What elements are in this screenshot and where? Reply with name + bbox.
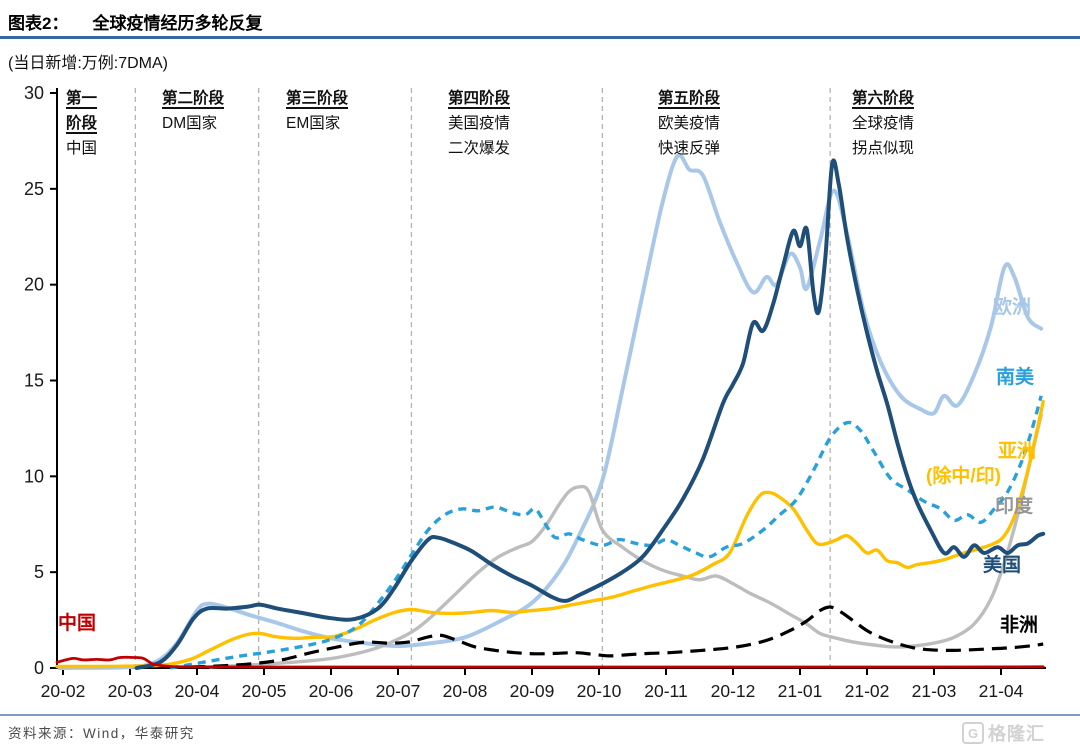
series-line-china	[55, 655, 1045, 669]
x-axis-tick-label: 20-11	[644, 681, 687, 701]
x-axis-tick-label: 20-02	[41, 681, 86, 701]
series-line-us	[134, 158, 1046, 670]
y-axis-tick-label: 30	[24, 83, 44, 103]
stage-description: 全球疫情	[852, 115, 915, 132]
x-axis-tick-label: 21-03	[912, 681, 957, 701]
series-line-europe	[57, 153, 1044, 670]
y-axis-tick-label: 20	[24, 275, 44, 295]
stage-label: 第一 阶段 中国	[66, 86, 97, 161]
stage-description: 美国疫情	[448, 115, 511, 132]
x-axis-tick-label: 20-04	[175, 681, 220, 701]
series-line-africa	[190, 605, 1044, 669]
figure-title: 全球疫情经历多轮反复	[92, 14, 263, 33]
stage-description: DM国家	[162, 115, 218, 132]
header-divider	[0, 36, 1080, 39]
figure-tag: 图表2：	[8, 14, 69, 33]
y-axis-tick-label: 25	[24, 179, 44, 199]
series-label-asia2: (除中/印)	[926, 466, 1001, 487]
series-label-china: 中国	[58, 613, 97, 634]
series-label-asia: 亚洲	[998, 441, 1037, 462]
gelonghui-logo: G 格隆汇	[962, 720, 1045, 746]
stage-title: 第六阶段	[852, 90, 915, 107]
x-axis-tick-label: 20-12	[711, 681, 756, 701]
stage-title: 第四阶段	[448, 90, 511, 107]
footer-divider	[0, 714, 1080, 716]
series-label-samerica: 南美	[996, 367, 1035, 388]
x-axis-tick-label: 21-01	[778, 681, 823, 701]
y-axis-tick-label: 10	[24, 466, 44, 486]
series-line-samerica	[169, 395, 1043, 670]
stage-description: 中国	[66, 140, 98, 157]
stage-title: 第一	[66, 90, 98, 107]
stage-description: 拐点似现	[852, 140, 915, 157]
stage-title: 第二阶段	[162, 90, 225, 107]
stage-description: 二次爆发	[448, 140, 511, 157]
series-label-europe: 欧洲	[993, 297, 1032, 318]
x-axis-tick-label: 20-06	[309, 681, 354, 701]
stage-description: 快速反弹	[658, 140, 721, 157]
x-axis-tick-label: 20-08	[443, 681, 488, 701]
gelonghui-logo-icon: G	[962, 722, 984, 744]
stage-label: 第五阶段欧美疫情快速反弹	[658, 86, 720, 161]
stage-title: 第三阶段	[286, 90, 349, 107]
y-axis-unit-label: (当日新增:万例:7DMA)	[8, 55, 169, 72]
stage-label: 第二阶段 DM国家	[162, 86, 224, 136]
stage-label: 第三阶段 EM国家	[286, 86, 348, 136]
series-label-africa: 非洲	[1000, 615, 1039, 636]
series-line-asia	[55, 399, 1045, 669]
series-line-india	[208, 413, 1043, 669]
gelonghui-logo-text: 格隆汇	[988, 724, 1045, 744]
x-axis-tick-label: 20-05	[242, 681, 287, 701]
axes: 0 5 10 15 20 25 30 20-02 20-03 20-04 20-05 20-06 20-…	[24, 83, 1046, 701]
series-label-india: 印度	[995, 496, 1034, 517]
y-axis-tick-label: 15	[24, 370, 44, 390]
source-note: 资料来源：Wind，华泰研究	[8, 726, 195, 741]
figure-header: 图表2： 全球疫情经历多轮反复	[8, 9, 262, 34]
stage-description: EM国家	[286, 115, 341, 132]
stage-label: 第四阶段美国疫情二次爆发	[448, 86, 510, 161]
x-axis-tick-label: 20-07	[376, 681, 421, 701]
x-axis-tick-label: 20-10	[577, 681, 622, 701]
stage-title: 第五阶段	[658, 90, 721, 107]
x-axis-tick-label: 21-02	[845, 681, 890, 701]
y-axis-tick-label: 5	[34, 562, 44, 582]
series-label-us: 美国	[983, 555, 1022, 576]
stage-description: 欧美疫情	[658, 115, 721, 132]
x-axis-tick-label: 20-09	[510, 681, 555, 701]
stage-separators	[134, 88, 831, 666]
x-axis-tick-label: 20-03	[108, 681, 153, 701]
x-axis-tick-label: 21-04	[979, 681, 1024, 701]
stage-title: 阶段	[66, 115, 98, 132]
stage-label: 第六阶段全球疫情拐点似现	[852, 86, 914, 161]
y-axis-tick-label: 0	[34, 658, 44, 678]
